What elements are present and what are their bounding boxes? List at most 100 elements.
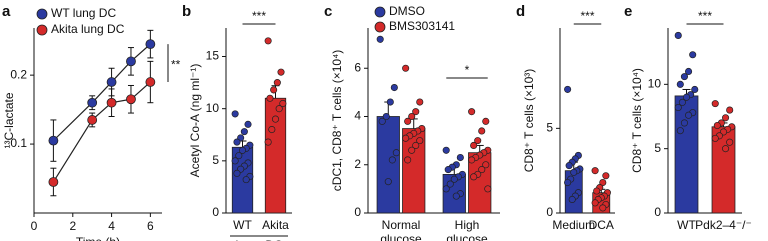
data-point bbox=[456, 153, 464, 162]
y-tick-label: 10 bbox=[206, 101, 220, 115]
data-point bbox=[384, 178, 392, 186]
data-point bbox=[478, 166, 486, 174]
data-point bbox=[685, 67, 693, 76]
data-point bbox=[266, 94, 274, 102]
data-point bbox=[680, 73, 688, 81]
data-point bbox=[408, 112, 416, 121]
data-point bbox=[482, 117, 490, 125]
data-point bbox=[404, 117, 412, 125]
data-point bbox=[568, 195, 576, 204]
y-tick-label: 4 bbox=[354, 109, 361, 123]
x-tick-label: DCA bbox=[589, 218, 614, 232]
data-point bbox=[416, 98, 424, 106]
data-point bbox=[726, 106, 734, 114]
data-point bbox=[231, 110, 239, 118]
data-point bbox=[382, 112, 390, 121]
data-point bbox=[564, 85, 572, 93]
data-point bbox=[685, 111, 693, 119]
data-point bbox=[233, 138, 241, 146]
y-tick-label: 0.2 bbox=[10, 67, 27, 81]
data-point bbox=[676, 80, 684, 88]
data-point bbox=[376, 35, 384, 43]
data-point bbox=[412, 108, 420, 116]
data-point bbox=[442, 185, 450, 193]
data-point bbox=[565, 162, 573, 170]
data-point bbox=[390, 84, 398, 92]
y-tick-label: 0.1 bbox=[10, 136, 27, 150]
data-point bbox=[570, 168, 578, 176]
data-point bbox=[722, 114, 730, 122]
y-tick-label: 5 bbox=[212, 153, 219, 167]
data-point bbox=[478, 127, 486, 135]
y-axis-label: Acetyl Co-A (ng ml⁻¹) bbox=[188, 64, 202, 178]
point bbox=[87, 97, 98, 108]
data-point bbox=[591, 199, 599, 207]
line bbox=[52, 81, 151, 183]
y-tick-label: 15 bbox=[206, 49, 220, 63]
data-point bbox=[726, 138, 734, 146]
significance: *** bbox=[698, 9, 712, 23]
significance: ** bbox=[171, 57, 181, 71]
legend-marker bbox=[374, 6, 386, 18]
data-point bbox=[268, 125, 276, 134]
significance: * bbox=[465, 63, 470, 77]
panel-letter: d bbox=[516, 3, 525, 20]
data-point bbox=[599, 204, 607, 212]
data-point bbox=[240, 128, 248, 136]
y-tick-label: 5 bbox=[546, 121, 553, 135]
data-point bbox=[264, 37, 272, 45]
legend-marker bbox=[36, 24, 48, 36]
y-axis-label: CD8⁺ T cells (×10⁴) bbox=[630, 68, 644, 173]
data-point bbox=[450, 175, 458, 183]
panel-letter: c bbox=[324, 3, 332, 20]
data-point bbox=[392, 149, 400, 157]
data-point bbox=[446, 180, 454, 188]
point bbox=[145, 77, 156, 87]
data-point bbox=[593, 187, 601, 195]
data-point bbox=[452, 192, 460, 200]
data-point bbox=[722, 145, 730, 153]
data-point bbox=[602, 172, 610, 180]
y-tick-label: 0 bbox=[546, 205, 553, 219]
data-point bbox=[277, 68, 285, 76]
data-point bbox=[235, 152, 243, 160]
data-point bbox=[591, 167, 599, 175]
x-axis-label: Time (h) bbox=[76, 235, 120, 241]
data-point bbox=[470, 173, 478, 181]
y-tick-label: 0 bbox=[354, 205, 361, 219]
y-axis-label: cDC1, CD8⁺ T cells (×10⁴) bbox=[330, 50, 344, 191]
data-point bbox=[682, 93, 691, 101]
significance: *** bbox=[252, 9, 266, 23]
point bbox=[145, 39, 156, 50]
x-tick-label: 0 bbox=[31, 219, 38, 233]
x-tick-label: High glucose bbox=[446, 218, 488, 241]
data-point bbox=[468, 156, 476, 164]
line bbox=[52, 43, 151, 142]
data-point bbox=[674, 31, 682, 39]
data-point bbox=[689, 51, 697, 59]
data-point bbox=[242, 176, 250, 184]
data-point bbox=[271, 115, 280, 123]
data-point bbox=[388, 156, 396, 164]
data-point bbox=[711, 134, 719, 142]
x-tick-label: Normal glucose bbox=[380, 218, 422, 241]
panel-letter: a bbox=[2, 3, 11, 20]
data-point bbox=[678, 98, 686, 106]
point bbox=[106, 77, 117, 87]
data-point bbox=[275, 105, 283, 113]
data-point bbox=[270, 86, 278, 94]
x-tick-label: Pdk2–4⁻/⁻ bbox=[695, 218, 752, 232]
data-point bbox=[599, 178, 607, 187]
data-point bbox=[412, 141, 420, 150]
x-tick-label: 6 bbox=[147, 219, 154, 233]
y-tick-label: 5 bbox=[654, 141, 661, 155]
y-axis-label: ¹³C-lactate bbox=[2, 92, 16, 148]
point bbox=[87, 115, 98, 125]
panel-letter: b bbox=[182, 3, 191, 20]
data-point bbox=[378, 117, 386, 125]
data-point bbox=[402, 64, 410, 72]
data-point bbox=[273, 79, 281, 87]
y-tick-label: 0 bbox=[212, 205, 219, 219]
legend-label: Akita lung DC bbox=[51, 22, 125, 36]
data-point bbox=[474, 137, 482, 145]
